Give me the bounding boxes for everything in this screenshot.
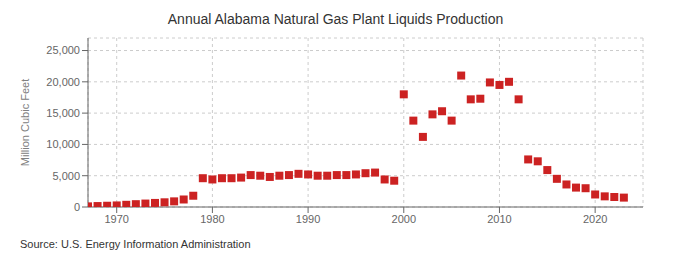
svg-text:5,000: 5,000 bbox=[52, 170, 80, 182]
svg-text:Million Cubic Feet: Million Cubic Feet bbox=[19, 79, 31, 166]
html-text:Annual Alabama Natural Gas Pla: Annual Alabama Natural Gas Plant Liquids… bbox=[167, 11, 504, 27]
svg-text:1990: 1990 bbox=[296, 213, 320, 225]
svg-text:2010: 2010 bbox=[487, 213, 511, 225]
svg-text:15,000: 15,000 bbox=[46, 107, 80, 119]
svg-text:25,000: 25,000 bbox=[46, 44, 80, 56]
svg-text:2000: 2000 bbox=[392, 213, 416, 225]
svg-text:1980: 1980 bbox=[200, 213, 224, 225]
svg-text:2020: 2020 bbox=[583, 213, 607, 225]
svg-text:0: 0 bbox=[74, 201, 80, 213]
svg-text:10,000: 10,000 bbox=[46, 138, 80, 150]
svg-text:1970: 1970 bbox=[104, 213, 128, 225]
html-text:Source: U.S. Energy Informatio: Source: U.S. Energy Information Administ… bbox=[20, 238, 251, 250]
svg-text:20,000: 20,000 bbox=[46, 76, 80, 88]
